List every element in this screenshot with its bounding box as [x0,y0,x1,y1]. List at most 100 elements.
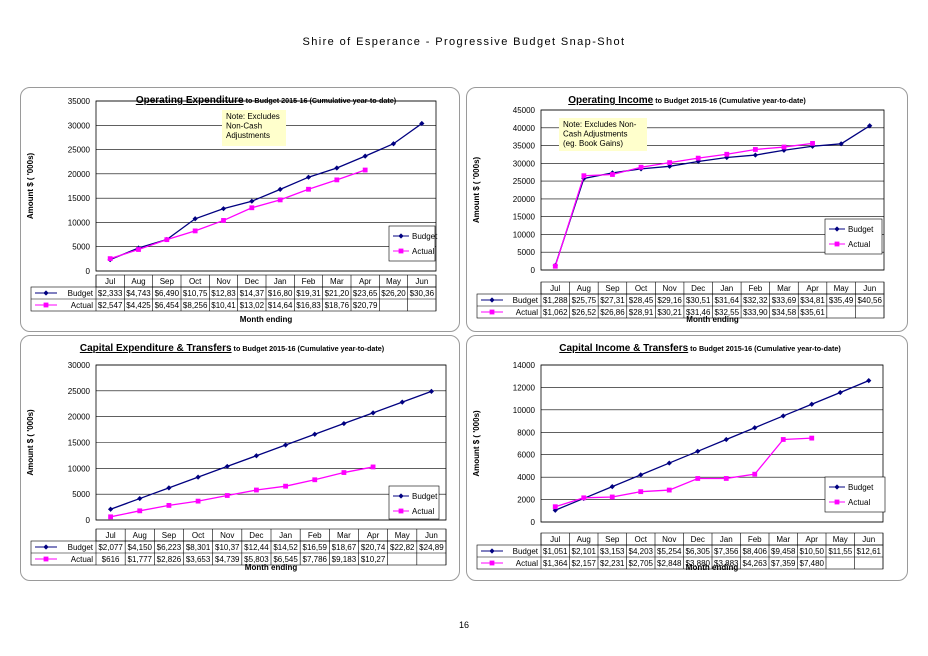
chart-title-sub: to Budget 2015-16 (Cumulative year-to-da… [244,96,397,105]
data-point-budget [838,141,844,147]
chart-title: Operating Income to Budget 2015-16 (Cumu… [568,95,806,106]
table-cell: $8,256 [183,301,208,310]
data-point-budget [781,147,787,153]
x-tick-label: Feb [308,531,322,540]
table-cell: $8,301 [186,543,211,552]
data-point-actual [609,494,615,500]
data-point-budget [253,453,260,459]
series-line-actual [110,466,374,518]
data-point-actual [370,464,376,470]
table-cell: $32,32 [743,296,768,305]
legend-key-marker [398,233,404,239]
series-budget [107,388,435,512]
table-key-marker [489,548,495,554]
table-cell: $3,880 [686,559,711,568]
x-tick-label: Jun [415,277,428,286]
data-point-actual [108,514,113,520]
table-cell: $1,288 [543,296,568,305]
series-actual [107,167,368,262]
series-actual [552,140,815,269]
chart-operating-expenditure: Operating Expenditure to Budget 2015-16 … [26,95,438,324]
x-tick-label: Dec [245,277,259,286]
data-point-actual [283,483,288,489]
table-cell: $9,458 [771,547,796,556]
y-axis-label: Amount $ ( '000s) [26,152,35,219]
series-line-budget [110,390,432,510]
x-tick-label: Dec [249,531,263,540]
legend-label: Budget [848,483,874,492]
data-point-actual [221,218,226,223]
legend [388,225,436,262]
data-point-actual [666,487,672,493]
y-tick-label: 25000 [513,177,536,186]
data-point-actual [254,487,259,493]
table-cell: $22,82 [390,543,415,552]
table-cell: $8,406 [743,547,768,556]
data-point-budget [192,216,198,222]
data-point-actual [752,471,758,477]
table-cell: $16,59 [303,543,328,552]
data-point-budget [137,495,143,502]
data-point-actual [695,155,701,161]
table-cell: $4,203 [629,547,654,556]
x-axis-label: Month ending [686,563,739,572]
table-cell: $29,16 [657,296,682,305]
table-cell: $3,153 [600,547,625,556]
table-cell: $25,75 [572,296,597,305]
note-box [222,110,286,146]
x-tick-label: Apr [359,277,372,286]
data-point-actual [809,435,815,441]
y-tick-label: 6000 [517,451,535,460]
table-cell: $16,80 [268,289,293,298]
x-tick-label: Jan [274,277,287,286]
y-tick-label: 10000 [513,230,536,239]
y-tick-label: 0 [531,518,536,527]
y-axis-label: Amount $ ( '000s) [472,410,481,477]
y-tick-label: 15000 [513,213,536,222]
x-tick-label: Sep [605,535,620,544]
table-key-marker [489,297,495,303]
x-tick-label: Oct [189,277,202,286]
data-point-actual [552,504,558,510]
data-point-budget [752,152,758,158]
x-tick-label: May [395,531,410,540]
data-point-actual [638,164,644,170]
y-tick-label: 30000 [68,361,91,370]
table-key-marker [43,290,49,296]
table-cell: $30,21 [657,308,682,317]
data-point-actual [610,172,615,177]
y-tick-label: 35000 [68,97,91,106]
table-key-marker [489,309,495,315]
x-tick-label: Mar [776,535,790,544]
table-cell: $6,545 [273,555,298,564]
y-tick-label: 20000 [513,195,536,204]
legend-label: Budget [412,492,438,501]
table-cell: $30,51 [686,296,711,305]
table-key-marker [43,556,49,562]
data-point-actual [164,237,170,243]
legend-label: Actual [412,507,434,516]
data-point-budget [166,485,172,491]
table-cell: $33,69 [772,296,797,305]
table-key-marker [43,544,49,550]
y-tick-label: 15000 [68,439,91,448]
y-tick-label: 15000 [68,194,91,203]
note-text: (eg. Book Gains) [563,139,623,148]
table-cell: $7,359 [771,559,796,568]
table-cell: $3,653 [186,555,211,564]
table-cell: $26,20 [381,289,406,298]
chart-title-sub: to Budget 2015-16 (Cumulative year-to-da… [688,344,841,353]
data-point-budget [277,186,283,192]
x-tick-label: Feb [302,277,316,286]
data-point-budget [695,448,701,454]
table-cell: $31,64 [715,296,740,305]
chart-title-main: Capital Income & Transfers [559,343,688,354]
table-cell: $7,480 [800,559,825,568]
plot-area [540,364,884,523]
chart-capital-income: Capital Income & Transfers to Budget 201… [472,343,886,572]
data-point-budget [107,506,114,512]
x-tick-label: Apr [367,531,380,540]
x-tick-label: Feb [748,535,762,544]
note-text: Non-Cash [226,122,262,131]
table-cell: $6,223 [157,543,182,552]
